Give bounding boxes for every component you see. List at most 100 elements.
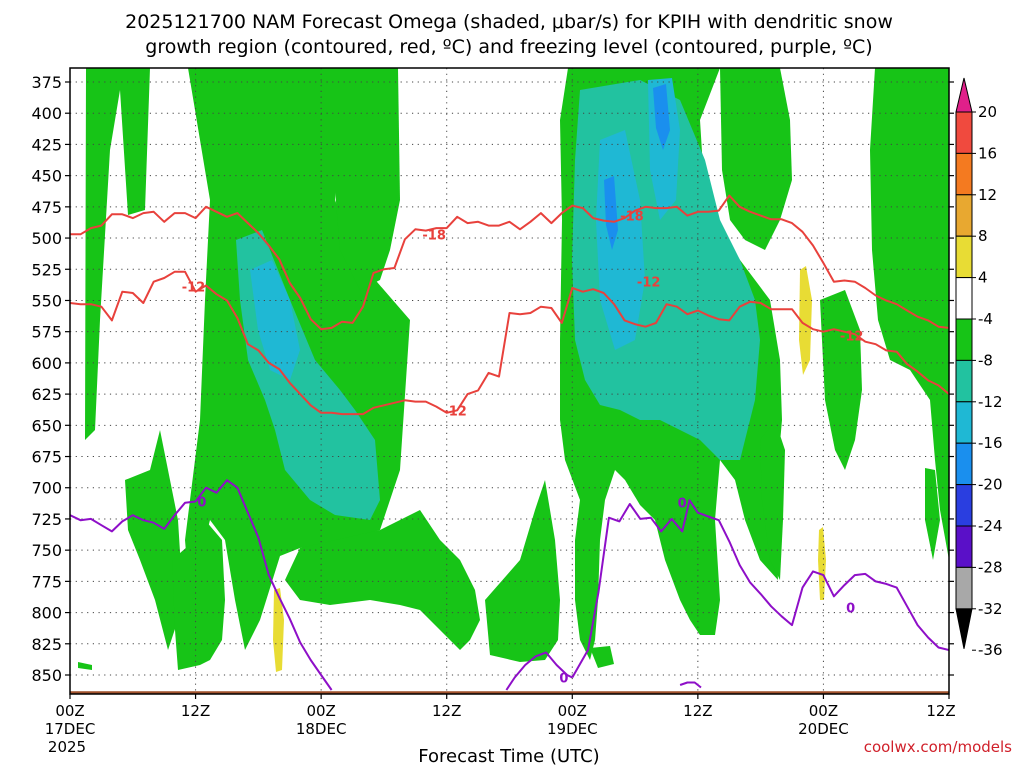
contour-label-minus12: -12	[637, 276, 661, 291]
y-tick-label: 550	[31, 291, 62, 310]
colorbar-tick-label: 12	[978, 186, 997, 204]
contour-label-minus12: -12	[443, 404, 467, 419]
colorbar-tick-label: -20	[978, 476, 1003, 494]
colorbar-swatch	[955, 484, 973, 527]
y-tick-label: 450	[31, 167, 62, 186]
colorbar-swatch	[955, 235, 973, 279]
omega-region-yellow	[818, 527, 826, 600]
colorbar-tick-label: -12	[978, 393, 1003, 411]
colorbar-tick-label: -8	[978, 351, 993, 369]
omega-region-green	[125, 430, 183, 650]
y-tick-label: 575	[31, 323, 62, 342]
y-tick-label: 500	[31, 229, 62, 248]
y-tick-label: 625	[31, 385, 62, 404]
credit-text: coolwx.com/models	[864, 738, 1012, 756]
terrain-band	[70, 691, 949, 694]
colorbar-swatch	[955, 359, 973, 403]
contour-label-zero: 0	[846, 602, 855, 617]
colorbar-swatch	[955, 566, 973, 610]
contour-label-minus18: -18	[620, 210, 644, 225]
omega-region-yellow	[273, 588, 284, 672]
y-tick-label: 750	[31, 541, 62, 560]
omega-region-green	[172, 520, 225, 670]
contours	[70, 194, 949, 691]
y-tick-label: 675	[31, 448, 62, 467]
contour-line-freezing-level	[679, 681, 702, 689]
contour-line-freezing-level	[571, 499, 949, 678]
x-tick-year: 2025	[48, 738, 86, 756]
y-tick-label: 800	[31, 604, 62, 623]
x-tick-label: 00Z	[55, 702, 84, 720]
omega-region-blue	[653, 84, 670, 150]
colorbar-tick-label: 16	[978, 144, 997, 162]
chart-title-line1: 2025121700 NAM Forecast Omega (shaded, μ…	[125, 11, 893, 33]
y-tick-label: 600	[31, 354, 62, 373]
omega-region-green	[285, 510, 480, 650]
omega-shading	[78, 68, 949, 672]
colorbar-swatch	[955, 277, 973, 320]
x-tick-date: 18DEC	[296, 720, 347, 738]
contour-line-minus18	[70, 194, 949, 331]
x-tick-date: 20DEC	[798, 720, 849, 738]
colorbar-swatch	[955, 525, 973, 568]
y-tick-label: 725	[31, 510, 62, 529]
colorbar-tick-label: -28	[978, 558, 1003, 576]
colorbar-tick-label: -16	[978, 434, 1003, 452]
colorbar-tick-label: 4	[978, 269, 988, 287]
y-tick-label: 425	[31, 135, 62, 154]
colorbar-swatch-top	[955, 77, 973, 113]
colorbar-tick-label: -24	[978, 517, 1003, 535]
colorbar-tick-label: -4	[978, 310, 993, 328]
x-tick-date: 17DEC	[45, 720, 96, 738]
y-tick-label: 825	[31, 635, 62, 654]
colorbar-swatch	[955, 194, 973, 237]
omega-region-green	[78, 662, 92, 670]
colorbar-swatch	[955, 442, 973, 486]
colorbar-tick-label: 20	[978, 103, 997, 121]
x-tick-date: 19DEC	[547, 720, 598, 738]
y-axis: 375 400 425 450 475 500 525 550 575 600 625 650 675 7…	[31, 73, 954, 685]
x-tick-label: 00Z	[809, 702, 838, 720]
y-tick-label: 400	[31, 104, 62, 123]
omega-region-green	[870, 68, 949, 560]
y-tick-label: 850	[31, 666, 62, 685]
colorbar-swatch	[955, 401, 973, 444]
omega-region-green	[85, 68, 150, 440]
plot-frame	[69, 67, 950, 695]
contour-label-zero: 0	[678, 497, 687, 512]
colorbar-tick-label: 8	[978, 227, 988, 245]
colorbar-swatch	[955, 152, 973, 196]
x-tick-label: 12Z	[683, 702, 712, 720]
x-axis-title: Forecast Time (UTC)	[418, 746, 599, 767]
omega-region-cyan	[250, 260, 300, 380]
chart-title-line2: growth region (contoured, red, ºC) and f…	[145, 36, 872, 58]
contour-label-zero: 0	[197, 495, 206, 510]
colorbar-swatch	[955, 318, 973, 361]
contour-line-freezing-level	[70, 479, 333, 691]
contour-label-minus12: -12	[840, 329, 864, 344]
contour-line-minus12	[70, 270, 949, 416]
contour-label-minus12: -12	[182, 281, 206, 296]
x-tick-label: 00Z	[306, 702, 335, 720]
y-tick-label: 700	[31, 479, 62, 498]
x-tick-label: 12Z	[181, 702, 210, 720]
y-tick-label: 475	[31, 198, 62, 217]
omega-region-green	[925, 468, 940, 560]
colorbar: 20 16 12 8 4 -4 -8 -12 -16 -20 -24 -28 -32 -36	[955, 77, 1003, 659]
x-tick-label: 12Z	[432, 702, 461, 720]
colorbar-swatch-bottom	[955, 608, 973, 649]
omega-region-green	[760, 420, 785, 580]
gridlines	[70, 68, 949, 694]
contour-label-zero: 0	[559, 671, 568, 686]
x-tick-label: 12Z	[926, 702, 955, 720]
colorbar-tick-label: -36	[978, 641, 1003, 659]
y-tick-label: 650	[31, 416, 62, 435]
omega-region-blue	[604, 176, 618, 250]
omega-region-green	[335, 68, 400, 290]
y-tick-label: 525	[31, 260, 62, 279]
contour-line-freezing-level	[505, 651, 573, 691]
colorbar-swatch	[955, 111, 973, 154]
colorbar-tick-label: -32	[978, 600, 1003, 618]
